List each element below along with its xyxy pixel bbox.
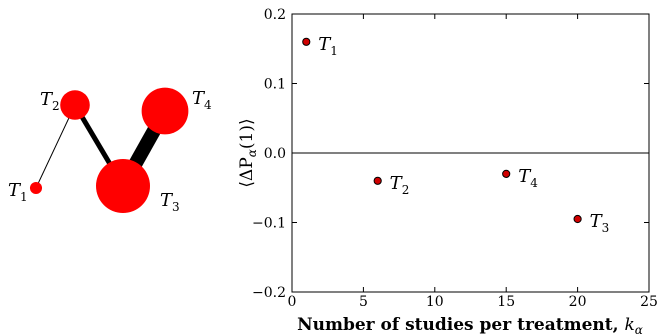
data-point-T2 <box>373 176 382 185</box>
data-point-T1 <box>302 37 311 46</box>
x-axis-label: Number of studies per treatment, kα <box>297 315 643 336</box>
y-tick-label: 0.2 <box>264 7 286 23</box>
data-point-label-T3-sub: 3 <box>602 221 610 235</box>
data-point-T3 <box>573 214 582 224</box>
network-node-label-T1-main: T <box>8 180 22 201</box>
x-tick-label: 0 <box>288 294 297 310</box>
x-tick-label: 10 <box>426 294 444 310</box>
network-node-T1 <box>29 181 43 195</box>
network-node-label-T3-sub: 3 <box>172 200 180 214</box>
network-node-label-T3: T3 <box>160 190 180 214</box>
y-axis-label-sub: α <box>245 149 259 157</box>
data-point-label-T3: T3 <box>590 211 610 235</box>
data-point-label-T2-main: T <box>390 173 404 194</box>
data-point-label-T3-main: T <box>590 211 604 232</box>
network-node-label-T2: T2 <box>40 89 60 113</box>
network-node-label-T2-main: T <box>40 89 54 110</box>
x-tick-label: 20 <box>569 294 587 310</box>
x-axis-label-math-sub: α <box>635 323 643 336</box>
y-tick-label: 0.1 <box>264 77 286 93</box>
y-axis-label-text: ⟨ΔP <box>237 157 257 187</box>
data-point-label-T4-main: T <box>518 166 532 187</box>
data-point-label-T1-sub: 1 <box>330 44 338 58</box>
y-tick-label: 0.0 <box>264 146 286 162</box>
y-axis-label: ⟨ΔPα(1)⟩ <box>237 118 259 187</box>
network-node-T3 <box>96 159 150 213</box>
y-axis-label-tail: (1)⟩ <box>237 118 257 149</box>
network-node-T4 <box>141 87 189 135</box>
network-edge-T1-T2 <box>35 104 76 189</box>
network-node-label-T1: T1 <box>8 180 28 204</box>
data-point-label-T2-sub: 2 <box>402 183 410 197</box>
axis-ticks: 0 5 10 15 20 25 −0.2 −0.1 0.0 0.1 0.2 <box>252 7 657 310</box>
network-node-label-T4-main: T <box>192 88 206 109</box>
network-node-label-T3-main: T <box>160 190 174 211</box>
data-point-label-T2: T2 <box>390 173 410 197</box>
network-node-T2 <box>60 90 90 120</box>
x-tick-label: 15 <box>497 294 515 310</box>
x-tick-label: 5 <box>359 294 368 310</box>
network-node-label-T2-sub: 2 <box>52 99 60 113</box>
data-point-label-T4: T4 <box>518 166 538 190</box>
network-node-label-T4-sub: 4 <box>204 98 212 112</box>
data-point-T4 <box>502 169 511 178</box>
x-tick-label: 25 <box>640 294 657 310</box>
network-node-label-T4: T4 <box>192 88 212 112</box>
y-tick-label: −0.1 <box>252 216 286 232</box>
x-axis-label-text: Number of studies per treatment, <box>297 315 624 335</box>
network-node-label-T1-sub: 1 <box>20 190 28 204</box>
x-axis-label-math: k <box>624 315 634 335</box>
data-point-label-T1: T1 <box>318 34 338 58</box>
data-point-label-T1-main: T <box>318 34 332 55</box>
data-point-label-T4-sub: 4 <box>530 176 538 190</box>
y-tick-label: −0.2 <box>252 285 286 301</box>
